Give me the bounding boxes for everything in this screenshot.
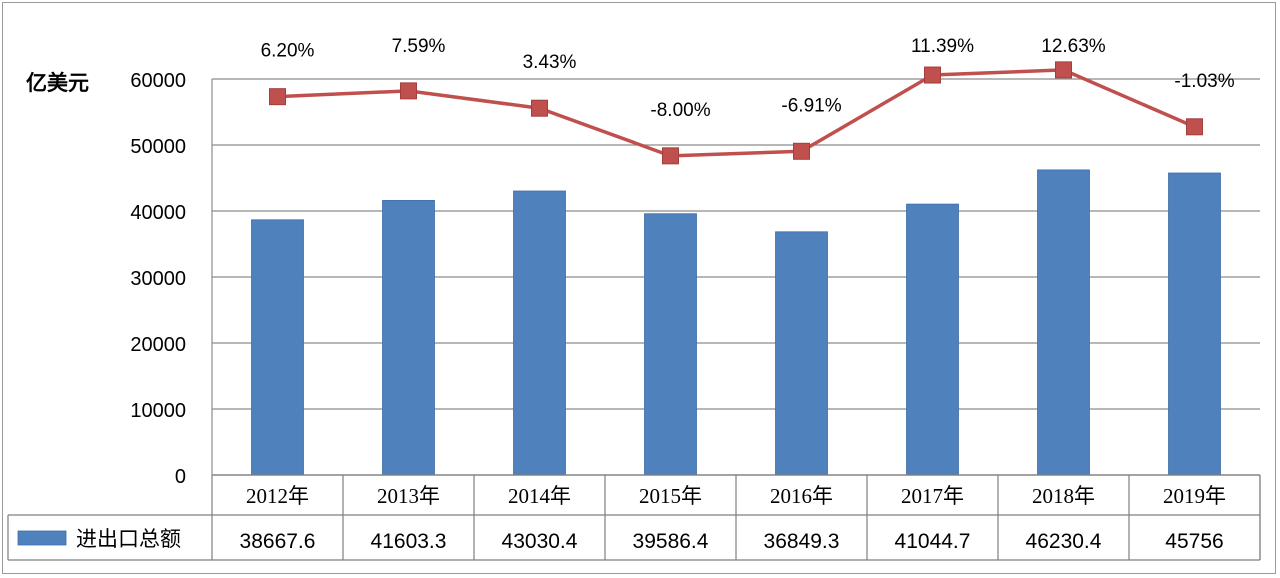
x-tick-label: 2019年 bbox=[1163, 484, 1226, 508]
y-tick-label: 30000 bbox=[130, 268, 186, 290]
x-tick-label: 2013年 bbox=[377, 484, 440, 508]
table-value: 41044.7 bbox=[895, 530, 971, 553]
x-tick-label: 2016年 bbox=[770, 484, 833, 508]
table-value: 41603.3 bbox=[371, 530, 447, 553]
y-tick-label: 0 bbox=[175, 466, 186, 488]
data-label: 3.43% bbox=[523, 52, 577, 73]
data-label: 7.59% bbox=[392, 36, 446, 57]
data-label: 12.63% bbox=[1041, 36, 1106, 57]
bar-series bbox=[251, 169, 1221, 476]
line-marker bbox=[924, 66, 941, 84]
line-marker bbox=[400, 82, 417, 100]
bar bbox=[1037, 169, 1090, 476]
line-marker bbox=[269, 88, 286, 106]
line-marker bbox=[793, 142, 810, 160]
data-label: -8.00% bbox=[650, 100, 710, 121]
data-table: 2012年 38667.6 2013年 41603.3 2014年 43030.4 2015… bbox=[7, 474, 1261, 561]
y-axis-unit: 亿美元 bbox=[26, 71, 89, 95]
x-tick-label: 2015年 bbox=[639, 484, 702, 508]
gridlines bbox=[211, 78, 1260, 476]
line-series: 6.20% 7.59% 3.43% -8.00% -6.91% 11.39% 12.63% -… bbox=[261, 36, 1235, 165]
table-value: 43030.4 bbox=[502, 530, 578, 553]
y-tick-label: 20000 bbox=[130, 334, 186, 356]
table-value: 39586.4 bbox=[633, 530, 709, 553]
line-marker bbox=[1186, 118, 1203, 136]
y-tick-label: 10000 bbox=[130, 400, 186, 422]
legend-swatch bbox=[17, 530, 67, 546]
x-tick-label: 2018年 bbox=[1032, 484, 1095, 508]
table-value: 45756 bbox=[1165, 530, 1223, 553]
y-tick-label: 60000 bbox=[130, 70, 186, 92]
line-marker bbox=[531, 99, 548, 117]
line-marker bbox=[1055, 61, 1072, 79]
table-value: 46230.4 bbox=[1026, 530, 1102, 553]
y-tick-label: 40000 bbox=[130, 202, 186, 224]
line-marker bbox=[662, 147, 679, 165]
x-tick-label: 2012年 bbox=[246, 484, 309, 508]
x-tick-label: 2014年 bbox=[508, 484, 571, 508]
bar bbox=[382, 200, 435, 476]
data-label: 6.20% bbox=[261, 41, 315, 62]
data-label: -6.91% bbox=[781, 95, 841, 116]
y-tick-label: 50000 bbox=[130, 136, 186, 158]
table-value: 38667.6 bbox=[240, 530, 316, 553]
data-label: -1.03% bbox=[1174, 71, 1234, 92]
data-label: 11.39% bbox=[911, 36, 974, 57]
bar bbox=[251, 219, 304, 476]
bar bbox=[775, 231, 828, 476]
y-axis-ticks: 60000 50000 40000 30000 20000 10000 0 bbox=[130, 70, 186, 488]
bar bbox=[644, 213, 697, 476]
growth-line bbox=[277, 68, 1196, 158]
table-value: 36849.3 bbox=[764, 530, 840, 553]
bar bbox=[513, 190, 566, 476]
bar bbox=[1168, 172, 1221, 476]
bar bbox=[906, 203, 959, 476]
legend-label: 进出口总额 bbox=[76, 528, 181, 551]
x-tick-label: 2017年 bbox=[901, 484, 964, 508]
